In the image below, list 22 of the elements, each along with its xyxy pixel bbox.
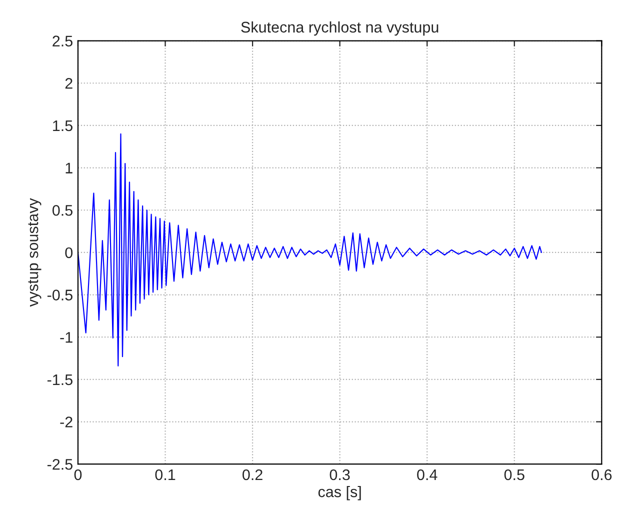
y-tick-label: 1.5 xyxy=(53,120,72,132)
x-tick-label: 0.5 xyxy=(504,469,524,480)
y-tick-label: 0 xyxy=(65,247,73,258)
x-tick-label: 0.1 xyxy=(155,469,176,480)
y-tick-label: -2.5 xyxy=(47,458,72,470)
y-tick-label: 2 xyxy=(65,78,72,89)
y-axis-title: vystup soustavy xyxy=(28,198,42,307)
x-axis-title: cas [s] xyxy=(318,486,361,500)
chart-title: Skutecna rychlost na vystupu xyxy=(241,21,438,36)
y-tick-label: -1.5 xyxy=(47,374,72,386)
y-tick-label: -2 xyxy=(60,416,72,428)
y-tick-label: -1 xyxy=(60,332,72,343)
y-tick-label: 2.5 xyxy=(52,36,72,46)
x-tick-label: 0 xyxy=(74,469,82,480)
x-tick-label: 0.6 xyxy=(592,469,612,480)
y-tick-label: 0.5 xyxy=(52,204,72,216)
x-tick-label: 0.3 xyxy=(330,469,350,480)
x-tick-label: 0.2 xyxy=(242,469,262,480)
line-series xyxy=(78,133,542,366)
x-tick-label: 0.4 xyxy=(417,469,438,480)
y-tick-label: 1 xyxy=(66,162,72,174)
y-tick-label: -0.5 xyxy=(47,290,72,300)
